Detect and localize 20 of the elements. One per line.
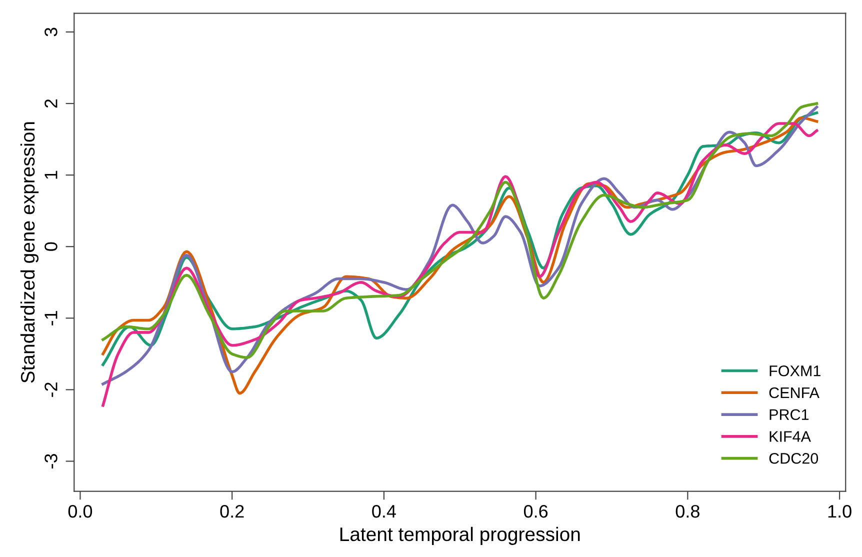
x-tick-label: 1.0 — [828, 504, 852, 518]
legend-label: FOXM1 — [770, 365, 820, 376]
x-tick-label: 0.2 — [220, 504, 244, 518]
x-tick-label: 0.4 — [372, 504, 396, 518]
y-tick-label: -1 — [44, 310, 58, 326]
y-tick-label: 1 — [44, 170, 58, 179]
legend-label: CENFA — [769, 387, 820, 398]
legend-label: KIF4A — [770, 431, 811, 442]
y-axis-title: Standardized gene expression — [20, 122, 39, 383]
y-tick-label: 2 — [44, 99, 58, 108]
y-tick-label: 0 — [44, 242, 58, 251]
legend-label: PRC1 — [770, 409, 809, 420]
legend-label: CDC20 — [769, 452, 818, 464]
x-tick-label: 0.8 — [676, 504, 700, 518]
x-tick-label: 0.6 — [524, 504, 548, 518]
x-tick-label: 0.0 — [68, 504, 92, 518]
x-axis-title: Latent temporal progression — [340, 526, 580, 545]
y-tick-label: -2 — [44, 382, 58, 397]
y-tick-label: -3 — [44, 454, 58, 468]
y-tick-label: 3 — [44, 28, 58, 36]
